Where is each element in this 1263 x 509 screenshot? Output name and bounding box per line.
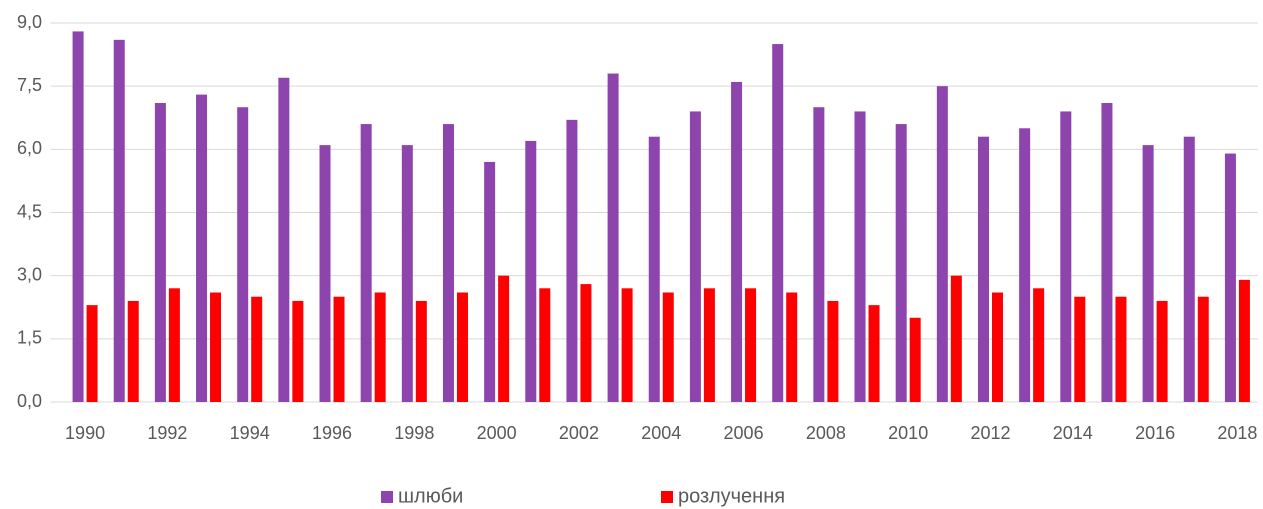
bar bbox=[827, 300, 839, 402]
bar bbox=[1019, 128, 1031, 402]
y-tick-label: 4,5 bbox=[17, 201, 42, 221]
bar bbox=[689, 111, 701, 402]
bar bbox=[745, 288, 757, 402]
legend-label: розлучення bbox=[678, 485, 785, 507]
bar bbox=[648, 136, 660, 402]
bar bbox=[401, 145, 413, 402]
bar bbox=[1156, 300, 1168, 402]
legend-swatch bbox=[661, 491, 673, 503]
bar bbox=[292, 300, 304, 402]
x-tick-label: 2008 bbox=[806, 423, 846, 443]
bar bbox=[1033, 288, 1045, 402]
x-tick-label: 2004 bbox=[641, 423, 681, 443]
bar bbox=[813, 107, 825, 402]
bar bbox=[936, 86, 948, 403]
y-tick-label: 6,0 bbox=[17, 138, 42, 158]
bar bbox=[86, 305, 98, 402]
bar bbox=[607, 73, 619, 403]
bar bbox=[237, 107, 249, 402]
bar bbox=[1224, 153, 1236, 402]
bar bbox=[374, 292, 386, 402]
bar bbox=[168, 288, 180, 402]
bar bbox=[621, 288, 633, 402]
bar bbox=[580, 284, 592, 402]
bar bbox=[484, 161, 496, 402]
bar bbox=[442, 124, 454, 403]
bar bbox=[1101, 103, 1113, 402]
bar bbox=[703, 288, 715, 402]
bar bbox=[539, 288, 551, 402]
bar bbox=[1197, 296, 1209, 402]
x-tick-label: 2012 bbox=[970, 423, 1010, 443]
bar bbox=[456, 292, 468, 402]
y-tick-label: 7,5 bbox=[17, 75, 42, 95]
x-tick-label: 1996 bbox=[312, 423, 352, 443]
x-tick-label: 1994 bbox=[230, 423, 270, 443]
x-tick-label: 2016 bbox=[1135, 423, 1175, 443]
x-tick-label: 2014 bbox=[1053, 423, 1093, 443]
bar bbox=[360, 124, 372, 403]
bar bbox=[319, 145, 331, 402]
bar bbox=[772, 44, 784, 403]
bar bbox=[333, 296, 345, 402]
bar bbox=[127, 300, 139, 402]
x-tick-label: 1990 bbox=[65, 423, 105, 443]
bar bbox=[1060, 111, 1072, 402]
bar bbox=[72, 31, 84, 403]
bar bbox=[786, 292, 798, 402]
bar bbox=[895, 124, 907, 403]
x-tick-label: 1992 bbox=[147, 423, 187, 443]
bar bbox=[868, 305, 880, 402]
bar bbox=[977, 136, 989, 402]
bar bbox=[731, 81, 743, 402]
bar bbox=[251, 296, 263, 402]
bar bbox=[1183, 136, 1195, 402]
x-tick-label: 2018 bbox=[1217, 423, 1257, 443]
bar bbox=[1238, 279, 1250, 402]
legend-swatch bbox=[381, 491, 393, 503]
y-tick-label: 0,0 bbox=[17, 391, 42, 411]
bar bbox=[113, 39, 125, 402]
bar bbox=[196, 94, 208, 402]
bar bbox=[854, 111, 866, 402]
bar bbox=[154, 103, 166, 402]
x-tick-label: 1998 bbox=[394, 423, 434, 443]
bar bbox=[1142, 145, 1154, 402]
bar bbox=[909, 317, 921, 402]
bar bbox=[1074, 296, 1086, 402]
x-tick-label: 2010 bbox=[888, 423, 928, 443]
bar bbox=[1115, 296, 1127, 402]
x-tick-label: 2002 bbox=[559, 423, 599, 443]
legend-label: шлюби bbox=[398, 485, 463, 507]
bar bbox=[566, 119, 578, 402]
y-tick-label: 3,0 bbox=[17, 264, 42, 284]
y-tick-label: 9,0 bbox=[17, 12, 42, 32]
bar bbox=[278, 77, 290, 402]
bar bbox=[991, 292, 1003, 402]
bar bbox=[415, 300, 427, 402]
bar bbox=[498, 275, 510, 402]
bar bbox=[210, 292, 222, 402]
x-tick-label: 2006 bbox=[724, 423, 764, 443]
bar bbox=[662, 292, 674, 402]
x-tick-label: 2000 bbox=[477, 423, 517, 443]
y-tick-label: 1,5 bbox=[17, 328, 42, 348]
bar bbox=[525, 140, 537, 402]
bar bbox=[950, 275, 962, 402]
